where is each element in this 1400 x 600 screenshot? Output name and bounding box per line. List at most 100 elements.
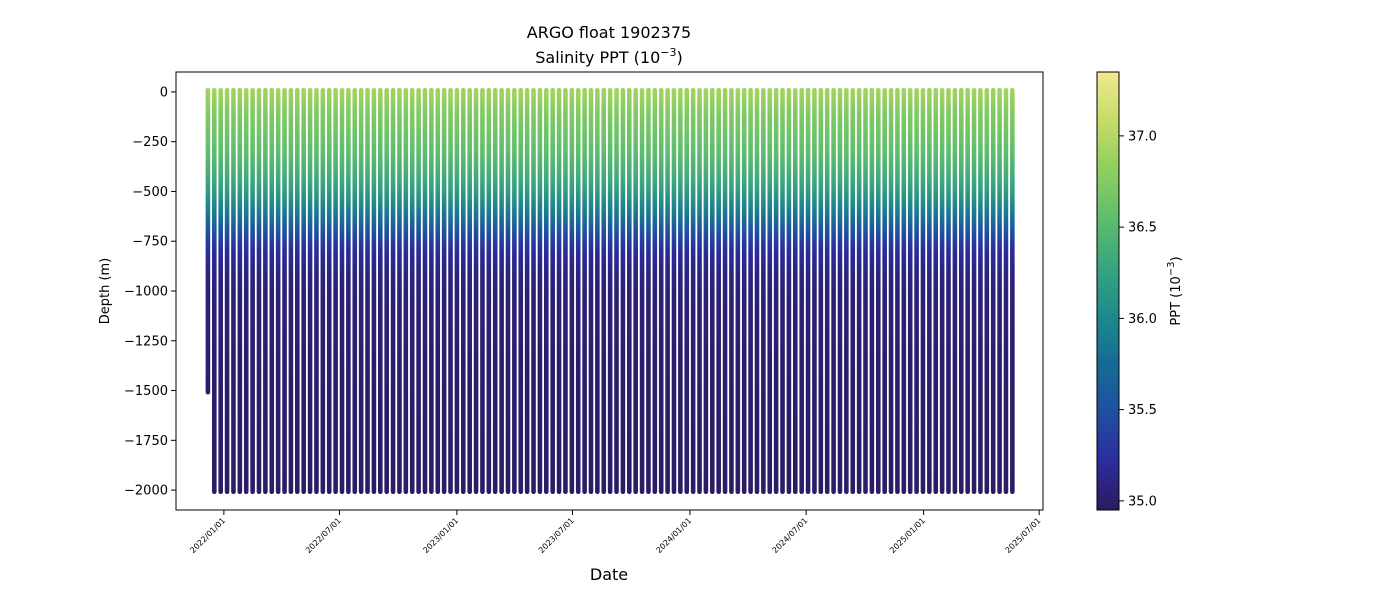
profile-column — [250, 87, 255, 495]
profile-column — [460, 87, 466, 495]
y-tick-label: −750 — [132, 235, 168, 250]
x-tick-label: 2025/07/01 — [1004, 516, 1043, 555]
profile-column — [467, 87, 472, 495]
profile-column — [256, 87, 262, 495]
profile-column — [939, 87, 945, 495]
x-tick-label: 2023/07/01 — [537, 516, 576, 555]
profile-column — [1003, 87, 1009, 495]
profile-column — [275, 87, 281, 495]
x-tick-label: 2024/07/01 — [771, 516, 810, 555]
profile-column — [397, 87, 402, 495]
profile-column — [237, 87, 243, 495]
y-axis: 0 −250 −500 −750 −1000 −1250 −1500 −1750 −2000 — [124, 85, 176, 499]
y-tick-label: 0 — [160, 85, 168, 100]
profile-column — [307, 87, 313, 495]
profile-column — [295, 87, 300, 495]
profile-column — [895, 87, 900, 495]
profile-column — [563, 87, 568, 495]
profile-column — [844, 87, 849, 495]
chart-title: ARGO float 1902375 — [527, 23, 691, 42]
profile-columns — [205, 87, 1015, 495]
profile-column — [626, 87, 632, 495]
profile-column — [314, 87, 319, 495]
y-tick-label: −1250 — [124, 334, 168, 349]
profile-column — [863, 87, 868, 495]
profile-column — [358, 87, 364, 495]
profile-column — [671, 87, 677, 495]
profile-column — [773, 87, 779, 495]
profile-column — [767, 87, 773, 495]
profile-column — [263, 87, 268, 495]
profile-column — [269, 87, 275, 495]
profile-column — [754, 87, 760, 495]
profile-column — [588, 87, 594, 495]
profile-column — [946, 87, 951, 495]
colorbar-tick-label: 35.0 — [1128, 494, 1157, 509]
profile-column — [901, 87, 907, 495]
profile-column — [378, 87, 383, 495]
profile-column — [761, 87, 766, 495]
profile-column — [799, 87, 804, 495]
profile-column — [665, 87, 670, 495]
profile-column — [678, 87, 683, 495]
y-axis-label: Depth (m) — [98, 258, 113, 325]
profile-column — [569, 87, 575, 495]
profile-column — [646, 87, 651, 495]
profile-column — [792, 87, 798, 495]
profile-column — [690, 87, 696, 495]
profile-column — [709, 87, 715, 495]
profile-column — [716, 87, 721, 495]
profile-column — [741, 87, 747, 495]
profile-column — [722, 87, 728, 495]
profile-column — [409, 87, 415, 495]
profile-column — [486, 87, 492, 495]
profile-column — [697, 87, 702, 495]
colorbar-tick-label: 36.0 — [1128, 312, 1157, 327]
profile-column — [543, 87, 549, 495]
profile-column — [748, 87, 753, 495]
profile-column — [805, 87, 811, 495]
profile-column — [607, 87, 613, 495]
profile-column — [984, 87, 990, 495]
profile-column — [684, 87, 690, 495]
profile-column — [927, 87, 932, 495]
profile-column — [448, 87, 453, 495]
colorbar — [1096, 71, 1120, 511]
profile-column — [441, 87, 447, 495]
profile-column — [875, 87, 881, 495]
profile-column — [505, 87, 511, 495]
profile-column — [831, 87, 836, 495]
x-axis: 2022/01/01 2022/07/01 2023/01/01 2023/07/01… — [188, 510, 1043, 555]
profile-column — [824, 87, 830, 495]
profile-column — [288, 87, 294, 495]
x-tick-label: 2024/01/01 — [654, 516, 693, 555]
y-tick-label: −1000 — [124, 285, 168, 300]
profile-column — [869, 87, 875, 495]
profile-column — [365, 87, 370, 495]
profile-column — [933, 87, 939, 495]
profile-column — [524, 87, 530, 495]
y-tick-label: −500 — [132, 185, 168, 200]
profile-column — [920, 87, 926, 495]
profile-column — [658, 87, 664, 495]
profile-column — [492, 87, 498, 495]
profile-column — [301, 87, 306, 495]
profile-column — [390, 87, 396, 495]
profile-column — [422, 87, 428, 495]
profile-column — [429, 87, 434, 495]
colorbar-tick-label: 36.5 — [1128, 221, 1157, 236]
profile-column — [339, 87, 345, 495]
profile-column — [224, 87, 230, 495]
profile-column — [990, 87, 996, 495]
profile-column — [703, 87, 709, 495]
profile-column — [614, 87, 619, 495]
y-tick-label: −1750 — [124, 434, 168, 449]
y-tick-label: −2000 — [124, 484, 168, 499]
profile-column — [595, 87, 600, 495]
x-tick-label: 2023/01/01 — [421, 516, 460, 555]
x-tick-label: 2022/07/01 — [304, 516, 343, 555]
y-tick-label: −1500 — [124, 384, 168, 399]
profile-column — [512, 87, 517, 495]
profile-column — [371, 87, 377, 495]
profile-column — [620, 87, 626, 495]
